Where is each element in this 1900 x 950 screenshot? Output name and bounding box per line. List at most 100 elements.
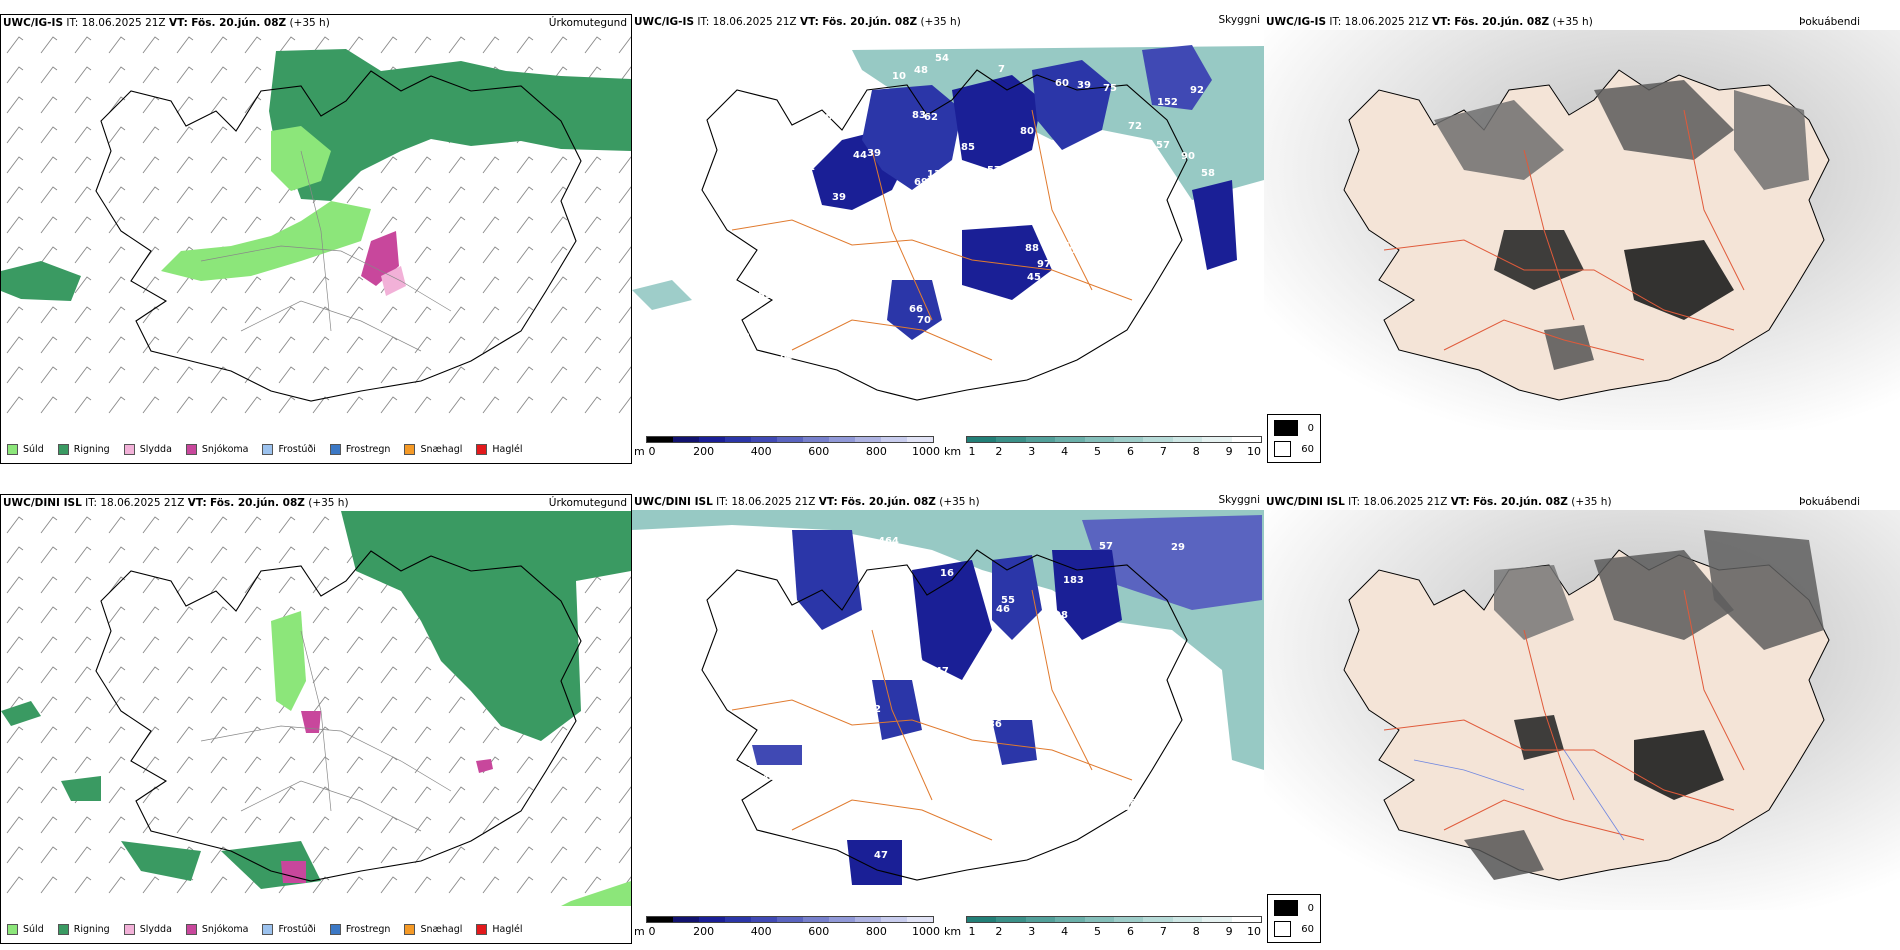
ceiling-value-label: 51: [801, 162, 815, 173]
legend-item: Rigning: [57, 444, 110, 455]
colorbar-segment: [673, 437, 699, 442]
cloud-map: [1264, 30, 1900, 430]
ceiling-value-label: 71: [809, 131, 823, 142]
ceiling-value-label: 29: [1171, 542, 1185, 553]
ceiling-value-label: 144: [755, 773, 776, 784]
model-name: UWC/IG-IS: [1266, 16, 1327, 28]
ceiling-value-label: 83: [912, 110, 926, 121]
colorbar-segment: [673, 917, 699, 922]
ceiling-colorbar: m 0 200 400 600 800 1000: [634, 436, 940, 458]
colorbar-segment: [751, 437, 777, 442]
legend-item: Slydda: [123, 444, 172, 455]
colorbar-segment: [1172, 437, 1203, 442]
panel-header: UWC/DINI ISL IT: 18.06.2025 21Z VT: Fös.…: [632, 494, 1264, 510]
legend-item: Frostregn: [329, 444, 390, 455]
ceiling-panel-top: UWC/IG-IS IT: 18.06.2025 21Z VT: Fös. 20…: [632, 14, 1264, 464]
ceiling-value-label: 62: [924, 112, 938, 123]
vt-label: VT:: [187, 497, 207, 509]
colorbar-segment: [967, 437, 997, 442]
it-value: 18.06.2025 21Z: [1363, 496, 1448, 508]
ceiling-value-label: 63: [736, 332, 750, 343]
legend-item: Snjókoma: [185, 924, 249, 935]
precip-map: [1, 511, 631, 906]
precip-legend: Súld Rigning Slydda Snjókoma Frostúði Frostre…: [7, 444, 537, 455]
cloud-legend-row: 0: [1274, 900, 1314, 916]
colorbar-tick: 10: [1247, 925, 1261, 938]
ceiling-value-label: 147: [928, 666, 949, 677]
ceiling-value-label: 73: [763, 108, 777, 119]
vt-value: Fös. 20.jún. 08Z: [1454, 16, 1550, 28]
ceiling-unit: m: [634, 445, 645, 458]
ceiling-value-label: 41: [1057, 241, 1071, 252]
legend-item: Slydda: [123, 924, 172, 935]
ceiling-value-label: 464: [878, 536, 899, 547]
colorbar-segment: [1084, 917, 1115, 922]
ceiling-value-label: 136: [981, 719, 1002, 730]
legend-swatch: [57, 444, 69, 455]
legend-swatch: [329, 924, 341, 935]
ceiling-value-label: 98: [1054, 610, 1068, 621]
ceiling-value-label: 92: [1190, 85, 1204, 96]
cloud-legend-label: 60: [1301, 443, 1314, 455]
ceiling-value-label: 109: [1116, 802, 1137, 813]
ceiling-colorbar: m 0 200 400 600 800 1000: [634, 916, 940, 938]
legend-label: Haglél: [492, 444, 523, 455]
colorbar-tick: 1000: [912, 445, 940, 458]
colorbar-tick: 9: [1225, 925, 1233, 938]
cloud-legend-row: 60: [1274, 921, 1314, 937]
colorbar-segment: [1143, 437, 1173, 442]
colorbar-segment: [1231, 917, 1262, 922]
visibility-unit: km: [944, 445, 962, 458]
panel-header: UWC/IG-IS IT: 18.06.2025 21Z VT: Fös. 20…: [1, 15, 631, 31]
ceiling-value-label: 72: [1128, 121, 1142, 132]
ceiling-map: 4641831451491361121079861467067605252344…: [632, 510, 1264, 885]
colorbar-tick: 6: [1126, 445, 1134, 458]
ceiling-value-label: 152: [1157, 97, 1178, 108]
colorbar-tick: 4: [1061, 445, 1069, 458]
ceiling-value-label: 97: [1037, 259, 1051, 270]
model-name: UWC/DINI ISL: [634, 496, 713, 508]
legend-item: Rigning: [57, 924, 110, 935]
panel-title: Skyggni: [1218, 494, 1261, 506]
ceiling-value-label: 23: [1035, 779, 1049, 790]
ceiling-value-label: 119: [756, 178, 777, 189]
ceiling-value-label: 39: [867, 148, 881, 159]
ceiling-value-label: 61: [750, 710, 764, 721]
ceiling-value-label: 75: [1103, 83, 1117, 94]
colorbar-segment: [829, 917, 855, 922]
vt-label: VT:: [818, 496, 838, 508]
ceiling-value-label: 39: [832, 192, 846, 203]
legend-swatch: [476, 444, 488, 455]
legend-swatch: [185, 924, 197, 935]
legend-item: Frostúði: [262, 444, 316, 455]
ceiling-value-label: 90: [1181, 151, 1195, 162]
colorbar-tick: 8: [1192, 445, 1200, 458]
colorbar-tick: 200: [693, 925, 715, 938]
iceland-land: [1343, 549, 1830, 881]
ceiling-value-label: 183: [1063, 575, 1084, 586]
legend-label: Súld: [23, 924, 44, 935]
colorbar-tick: 400: [750, 445, 772, 458]
colorbar-tick: 7: [1159, 925, 1167, 938]
colorbar-segment: [803, 917, 829, 922]
legend-swatch: [7, 924, 18, 935]
legend-label: Slydda: [139, 924, 172, 935]
legend-label: Snjókoma: [201, 924, 249, 935]
ceiling-value-label: 45: [1027, 272, 1041, 283]
it-label: IT:: [697, 16, 710, 28]
colorbar-tick: 8: [1192, 925, 1200, 938]
ceiling-value-label: 181: [1123, 798, 1144, 809]
colorbar-segment: [1025, 917, 1056, 922]
it-value: 18.06.2025 21Z: [100, 497, 185, 509]
cloud-legend-swatch: [1274, 921, 1292, 937]
colorbar-segment: [777, 917, 803, 922]
ceiling-value-label: 37: [768, 820, 782, 831]
ceiling-value-label: 46: [996, 604, 1010, 615]
colorbar-tick: 600: [808, 925, 830, 938]
ceiling-value-label: 149: [922, 704, 943, 715]
ceiling-value-label: 67: [764, 835, 778, 846]
ceiling-value-label: 57: [1156, 140, 1170, 151]
panel-title: Þokuábendi: [1799, 496, 1860, 508]
ceiling-value-label: 46: [823, 750, 837, 761]
colorbar-tick: 0: [648, 925, 656, 938]
